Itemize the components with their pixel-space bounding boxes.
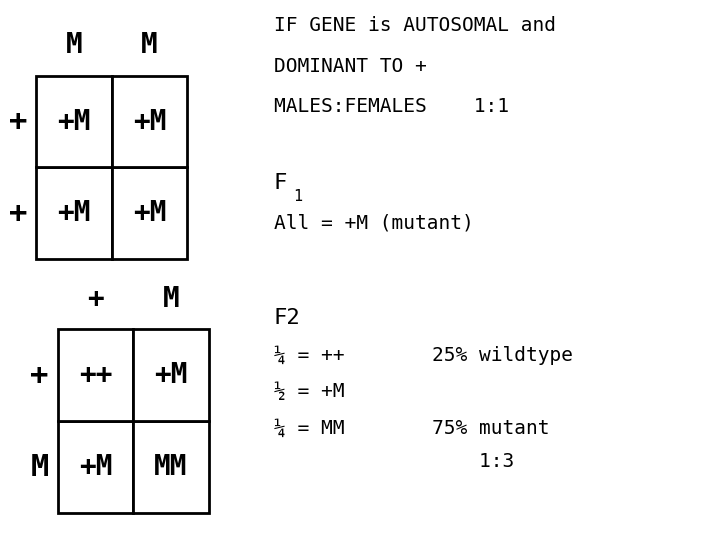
Bar (58, 421, 133, 513)
Text: 75% mutant: 75% mutant (432, 419, 549, 438)
Text: 1:3: 1:3 (432, 452, 514, 471)
Text: ¼ = ++: ¼ = ++ (274, 346, 344, 365)
Bar (133, 421, 209, 513)
Text: +M: +M (57, 199, 91, 227)
Text: M: M (141, 31, 158, 59)
Text: ¼ = MM: ¼ = MM (274, 419, 344, 438)
Text: DOMINANT TO +: DOMINANT TO + (274, 57, 426, 76)
Text: All = +M (mutant): All = +M (mutant) (274, 213, 473, 232)
Text: +M: +M (57, 107, 91, 136)
Text: MALES:FEMALES    1:1: MALES:FEMALES 1:1 (274, 97, 508, 116)
Text: F2: F2 (274, 308, 300, 328)
Text: +M: +M (154, 361, 188, 389)
Bar (58, 329, 133, 421)
Text: 1: 1 (293, 189, 302, 204)
Text: M: M (163, 285, 179, 313)
Bar (36, 76, 112, 167)
Text: +M: +M (132, 107, 166, 136)
Text: 25% wildtype: 25% wildtype (432, 346, 573, 365)
Bar (133, 329, 209, 421)
Bar (112, 76, 187, 167)
Text: IF GENE is AUTOSOMAL and: IF GENE is AUTOSOMAL and (274, 16, 556, 35)
Text: ½ = +M: ½ = +M (274, 382, 344, 401)
Text: +: + (87, 285, 104, 313)
Text: F: F (274, 173, 287, 193)
Text: +M: +M (78, 453, 112, 481)
Text: +M: +M (132, 199, 166, 227)
Text: ++: ++ (78, 361, 112, 389)
Text: +: + (30, 361, 49, 390)
Text: M: M (66, 31, 82, 59)
Text: MM: MM (154, 453, 188, 481)
Text: +: + (9, 107, 27, 136)
Bar (36, 167, 112, 259)
Bar (112, 167, 187, 259)
Text: +: + (9, 199, 27, 228)
Text: M: M (30, 453, 49, 482)
